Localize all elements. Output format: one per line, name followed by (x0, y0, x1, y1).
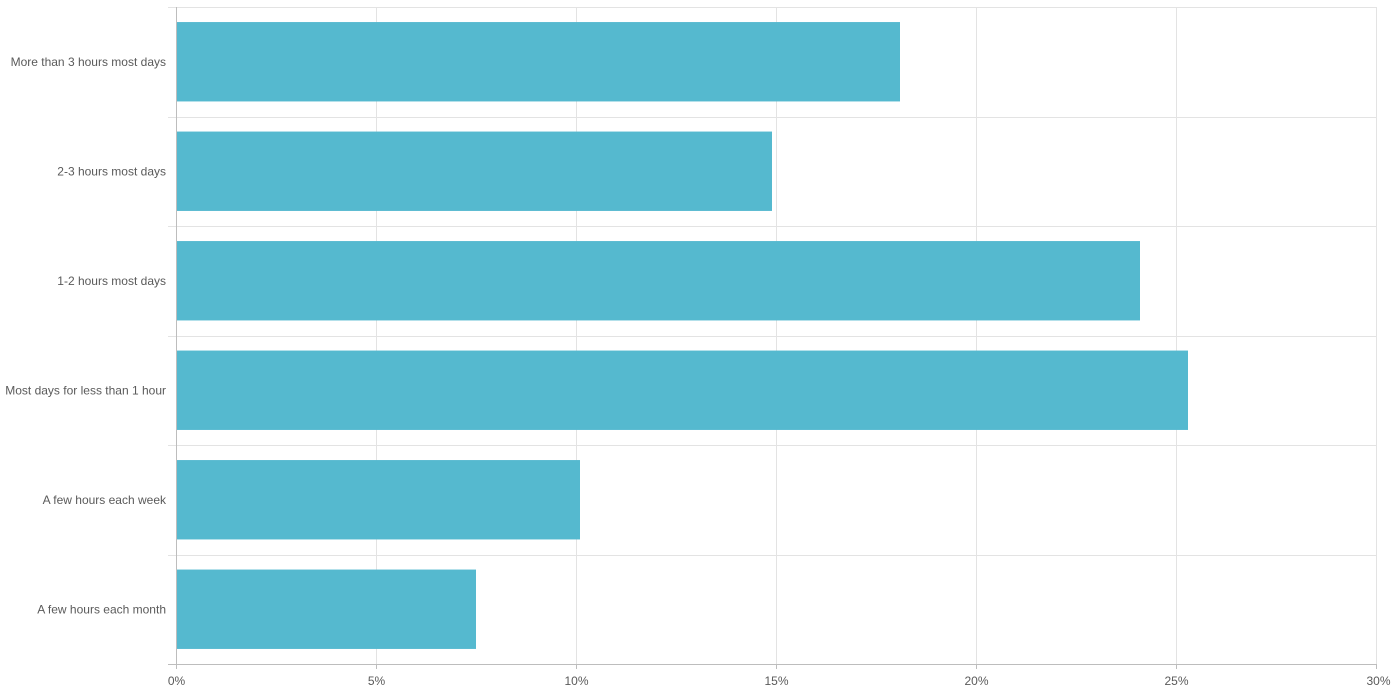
bar (176, 569, 476, 649)
bar (176, 131, 772, 211)
axes (168, 7, 1377, 669)
category-label: A few hours each month (37, 602, 166, 616)
category-label: More than 3 hours most days (11, 55, 166, 69)
bar (176, 350, 1188, 430)
x-tick-label: 15% (764, 674, 788, 688)
bar (176, 241, 1140, 321)
bars (176, 22, 1188, 649)
x-tick-label: 30% (1366, 674, 1390, 688)
bar (176, 22, 900, 102)
gridlines (168, 7, 1377, 665)
x-tick-label: 20% (964, 674, 988, 688)
category-label: A few hours each week (43, 493, 167, 507)
tick-labels: 0% 5% 10% 15% 20% 25% 30% More than 3 hours mos… (5, 55, 1391, 688)
x-tick-label: 0% (168, 674, 186, 688)
x-tick-label: 10% (564, 674, 588, 688)
category-label: Most days for less than 1 hour (5, 383, 166, 397)
x-tick-label: 5% (368, 674, 386, 688)
bar (176, 460, 580, 540)
category-label: 1-2 hours most days (57, 274, 166, 288)
category-label: 2-3 hours most days (57, 164, 166, 178)
x-tick-label: 25% (1164, 674, 1188, 688)
